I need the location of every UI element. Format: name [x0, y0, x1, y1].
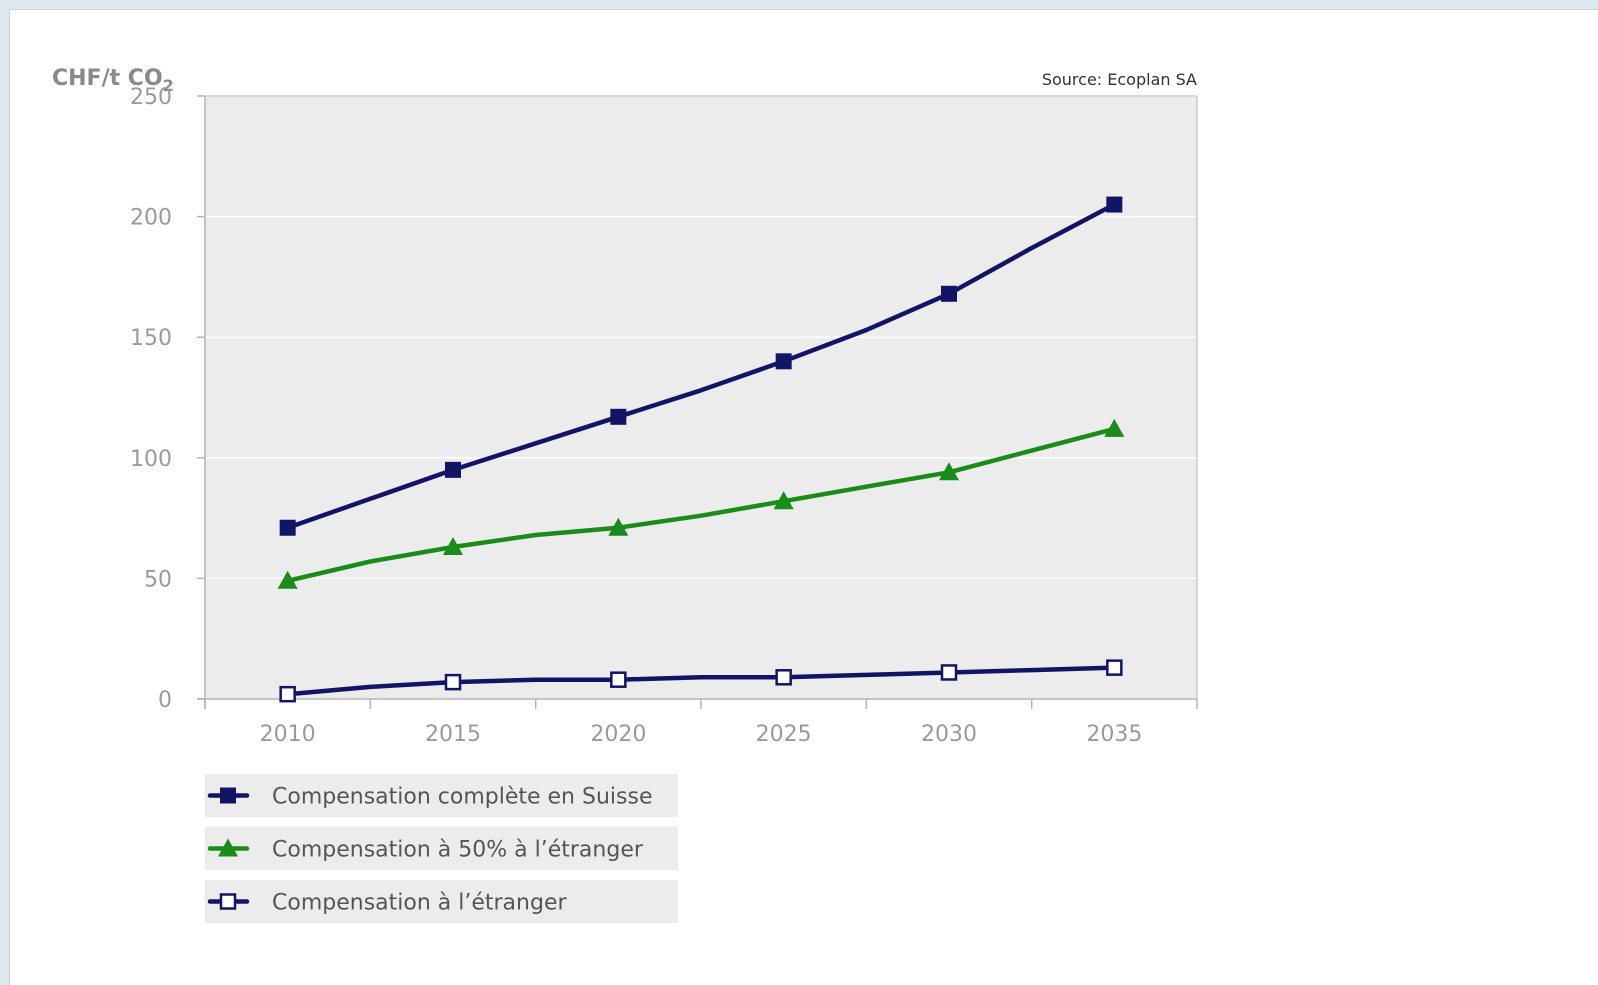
x-tick-label-2010: 2010: [260, 722, 316, 747]
y-tick-label-200: 200: [130, 206, 172, 231]
legend-item-background: [205, 880, 678, 923]
series-3-point-2025: [775, 669, 792, 686]
axes: [197, 95, 1198, 709]
series-1: [279, 196, 1123, 536]
series-2: [277, 418, 1125, 589]
x-tick-label-2025: 2025: [756, 722, 812, 747]
series-3: [279, 659, 1123, 703]
x-tick-label-2015: 2015: [425, 722, 481, 747]
x-axis-ticks: 2010 2015 2020 2025 2030 2035: [204, 699, 1198, 747]
series-1-point-2030: [941, 285, 957, 302]
y-tick-label-100: 100: [130, 447, 172, 472]
legend-label: Compensation à 50% à l’étranger: [272, 838, 644, 863]
legend-item-3: Compensation à l’étranger: [205, 880, 678, 923]
y-tick-label-250: 250: [130, 85, 172, 110]
series-1-point-2035: [1106, 196, 1123, 213]
series-3-point-2030: [940, 664, 958, 681]
series-3-point-2010: [279, 685, 296, 703]
legend-item-background: [205, 827, 678, 870]
legend: Compensation complète en Suisse Compensat…: [205, 774, 678, 923]
legend-item-1: Compensation complète en Suisse: [205, 774, 678, 817]
series-2-point-2015: [443, 537, 463, 556]
legend-item-background: [205, 774, 678, 817]
y-tick-label-150: 150: [130, 326, 172, 351]
x-tick-label-2030: 2030: [921, 722, 977, 747]
series-3-point-2020: [610, 671, 627, 688]
source-label: Source: Ecoplan SA: [1042, 70, 1197, 89]
series-2-point-2030: [939, 462, 959, 481]
series-2-point-2035: [1104, 418, 1125, 437]
series-2-point-2025: [773, 491, 794, 510]
series-3-point-2035: [1106, 659, 1123, 676]
series-1-point-2015: [445, 461, 461, 478]
series: [277, 196, 1125, 703]
series-2-line: [285, 426, 1117, 584]
series-1-point-2020: [610, 408, 627, 425]
chart-frame: CHF/t CO2 Source: Ecoplan SA 0 50 100 150 20…: [10, 10, 1598, 985]
series-1-point-2010: [279, 519, 296, 536]
series-1-point-2025: [775, 353, 792, 370]
series-2-point-2020: [608, 517, 629, 536]
legend-label: Compensation à l’étranger: [272, 891, 567, 916]
x-tick-label-2035: 2035: [1086, 722, 1142, 747]
legend-swatch-marker: [219, 893, 237, 910]
series-2-point-2010: [277, 570, 298, 589]
line-chart: CHF/t CO2 Source: Ecoplan SA 0 50 100 150 20…: [52, 66, 1198, 923]
series-1-line: [285, 202, 1117, 530]
legend-item-2: Compensation à 50% à l’étranger: [205, 827, 678, 870]
y-axis-title: CHF/t CO2: [52, 66, 174, 95]
legend-label: Compensation complète en Suisse: [272, 785, 652, 810]
y-tick-label-50: 50: [144, 567, 172, 592]
plot-area: [205, 96, 1197, 699]
legend-swatch-marker: [218, 838, 238, 857]
y-axis-ticks: 0 50 100 150 200 250: [130, 85, 205, 713]
series-3-line: [285, 665, 1117, 697]
x-tick-label-2020: 2020: [590, 722, 646, 747]
series-3-point-2015: [444, 673, 462, 691]
legend-swatch-marker: [220, 787, 236, 804]
y-tick-label-0: 0: [158, 688, 172, 713]
